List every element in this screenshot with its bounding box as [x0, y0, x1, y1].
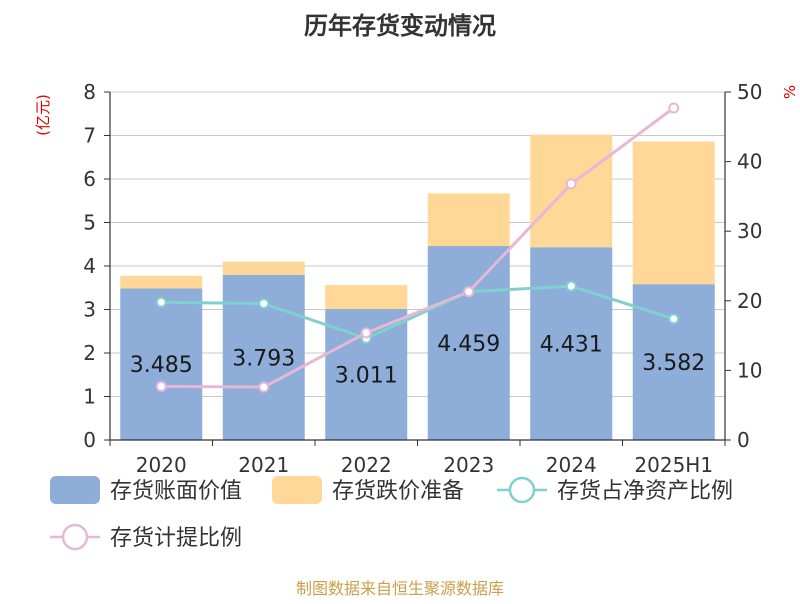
point-存货计提比例 [565, 178, 577, 190]
chart-title: 历年存货变动情况 [304, 12, 496, 40]
bar-value-label: 3.793 [232, 347, 295, 372]
grid-layer [110, 91, 725, 397]
point-存货计提比例 [360, 327, 372, 339]
legend-label: 存货跌价准备 [332, 479, 464, 504]
legend-label: 存货计提比例 [110, 526, 242, 551]
bar-存货跌价准备 [632, 141, 715, 285]
x-tick-label: 2020 [136, 453, 187, 477]
point-存货占净资产比例 [565, 280, 577, 292]
right-tick-label: 50 [737, 80, 762, 104]
bar-存货跌价准备 [120, 275, 203, 289]
legend-label: 存货账面价值 [110, 479, 242, 504]
x-tick-label: 2022 [341, 453, 392, 477]
left-tick-label: 4 [83, 254, 96, 278]
legend-swatch-存货账面价值 [50, 476, 100, 504]
bar-存货跌价准备 [222, 261, 305, 276]
line-存货计提比例 [161, 106, 675, 389]
point-存货计提比例 [258, 381, 270, 393]
source-note: 制图数据来自恒生聚源数据库 [296, 579, 504, 598]
left-tick-label: 1 [83, 385, 96, 409]
right-tick-label: 40 [737, 150, 762, 174]
bar-value-label: 4.459 [437, 332, 500, 357]
left-tick-label: 0 [83, 428, 96, 452]
bar-存货跌价准备 [325, 285, 408, 310]
right-tick-label: 0 [737, 428, 750, 452]
point-存货计提比例 [463, 286, 475, 298]
left-tick-label: 2 [83, 341, 96, 365]
bar-存货账面价值 [120, 288, 203, 440]
right-tick-label: 20 [737, 289, 762, 313]
legend-swatch-存货跌价准备 [272, 476, 322, 504]
point-存货占净资产比例 [258, 298, 270, 310]
bar-value-label: 3.582 [642, 351, 705, 376]
left-tick-label: 5 [83, 211, 96, 235]
x-tick-label: 2025H1 [634, 453, 713, 477]
x-tick-label: 2024 [546, 453, 597, 477]
x-tick-label: 2023 [443, 453, 494, 477]
point-存货计提比例 [155, 380, 167, 392]
legend-marker-存货计提比例 [61, 523, 89, 551]
right-tick-label: 10 [737, 358, 762, 382]
point-存货计提比例 [668, 102, 680, 114]
point-存货占净资产比例 [155, 296, 167, 308]
bar-value-label: 3.011 [335, 364, 398, 389]
legend-marker-存货占净资产比例 [508, 476, 536, 504]
bar-layer [120, 134, 715, 440]
left-tick-label: 7 [83, 124, 96, 148]
bar-value-label: 4.431 [540, 333, 603, 358]
bar-存货账面价值 [530, 247, 613, 440]
left-tick-label: 8 [83, 80, 96, 104]
left-tick-label: 3 [83, 298, 96, 322]
bar-value-label: 3.485 [130, 353, 193, 378]
data-label-layer: 3.485 3.793 3.011 4.459 4.431 3.582 [130, 332, 705, 388]
bar-存货账面价值 [427, 246, 510, 440]
bar-存货跌价准备 [427, 193, 510, 247]
legend-label: 存货占净资产比例 [557, 479, 733, 504]
line-layer [155, 102, 680, 393]
point-存货占净资产比例 [668, 313, 680, 325]
bar-存货跌价准备 [530, 134, 613, 248]
left-tick-label: 6 [83, 167, 96, 191]
line-存货占净资产比例 [161, 284, 675, 340]
left-axis-unit: (亿元) [34, 94, 52, 136]
x-tick-label: 2021 [238, 453, 289, 477]
right-axis-unit: % [781, 85, 799, 99]
right-tick-label: 30 [737, 219, 762, 243]
axis-layer: 0 1 2 3 4 5 6 7 8 0 10 20 30 40 50 2020 2021 2022 2023 2024… [83, 80, 762, 477]
